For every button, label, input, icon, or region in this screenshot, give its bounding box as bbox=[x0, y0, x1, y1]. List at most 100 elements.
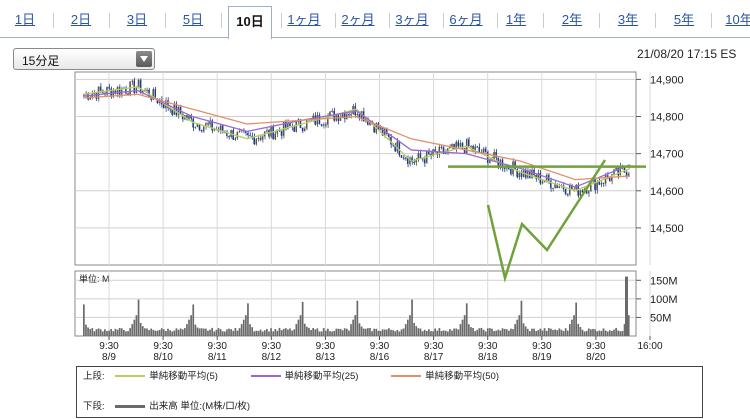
volume-bar bbox=[619, 331, 622, 336]
volume-bar bbox=[377, 330, 380, 336]
volume-bar bbox=[451, 330, 453, 336]
candle-body bbox=[131, 80, 133, 82]
volume-bar bbox=[219, 329, 222, 336]
volume-bar bbox=[221, 331, 224, 336]
volume-bar bbox=[529, 331, 531, 336]
volume-bar bbox=[200, 328, 203, 336]
candle-body bbox=[579, 190, 582, 196]
candle-body bbox=[236, 131, 239, 139]
chart-timestamp: 21/08/20 17:15 ES bbox=[637, 47, 737, 61]
volume-bar bbox=[495, 330, 498, 336]
candle-body bbox=[432, 149, 434, 156]
tab-11[interactable]: 3年 bbox=[617, 12, 639, 27]
volume-bar bbox=[611, 331, 613, 336]
volume-bar bbox=[156, 330, 159, 336]
candle-body bbox=[537, 173, 539, 179]
tab-9[interactable]: 1年 bbox=[505, 12, 527, 27]
candle-body bbox=[381, 127, 384, 136]
candle-body bbox=[449, 146, 451, 149]
tab-8[interactable]: 6ヶ月 bbox=[449, 12, 483, 27]
volume-bar bbox=[402, 328, 405, 336]
volume-bar bbox=[430, 331, 432, 336]
tab-4[interactable]: 10日 bbox=[228, 6, 272, 39]
candle-body bbox=[554, 183, 556, 188]
volume-bar bbox=[295, 324, 298, 336]
legend-lower-row: 下段: 出来高 単位:(M株/口/枚) bbox=[83, 400, 250, 414]
candle-body bbox=[409, 157, 411, 165]
volume-bar bbox=[535, 331, 538, 336]
volume-bar bbox=[465, 303, 468, 336]
candle-body bbox=[324, 124, 327, 126]
candle-body bbox=[453, 144, 455, 149]
interval-select[interactable]: 15分足 bbox=[13, 48, 155, 70]
volume-bar bbox=[266, 328, 268, 336]
candle-body bbox=[606, 175, 609, 179]
dropdown-arrow-icon[interactable] bbox=[136, 51, 152, 67]
volume-bar bbox=[272, 331, 275, 336]
volume-bar bbox=[510, 328, 512, 336]
tab-13[interactable]: 10年 bbox=[725, 12, 750, 27]
candle-body bbox=[213, 129, 215, 131]
volume-bar bbox=[181, 329, 184, 336]
volume-bar bbox=[379, 330, 382, 336]
candle-body bbox=[261, 136, 264, 140]
volume-bar bbox=[217, 328, 220, 336]
volume-bar bbox=[543, 328, 546, 336]
candle-body bbox=[303, 128, 306, 132]
tab-6[interactable]: 2ヶ月 bbox=[341, 12, 375, 27]
candle-body bbox=[301, 128, 304, 132]
candle-body bbox=[388, 133, 390, 138]
volume-bar bbox=[390, 329, 392, 336]
tab-1[interactable]: 2日 bbox=[70, 12, 92, 27]
x-tick-time: 9:30 bbox=[424, 341, 444, 352]
volume-bar bbox=[89, 329, 92, 336]
price-tick-label: 14,500 bbox=[650, 223, 684, 235]
volume-bar bbox=[240, 324, 243, 336]
volume-bar bbox=[91, 328, 94, 336]
tab-10[interactable]: 2年 bbox=[561, 12, 583, 27]
volume-bar bbox=[316, 328, 319, 336]
candle-body bbox=[272, 125, 274, 140]
volume-bar bbox=[428, 329, 430, 336]
volume-bar bbox=[280, 330, 283, 336]
tab-2[interactable]: 3日 bbox=[126, 12, 148, 27]
legend-upper-row: 上段: 単純移動平均(5) 単純移動平均(25) 単純移動平均(50) bbox=[83, 370, 499, 384]
candle-body bbox=[400, 155, 403, 158]
volume-bar bbox=[575, 302, 578, 336]
candle-body bbox=[600, 182, 603, 185]
tab-separator bbox=[281, 13, 282, 28]
tab-3[interactable]: 5日 bbox=[182, 12, 204, 27]
candle-body bbox=[455, 141, 457, 149]
volume-bar bbox=[242, 319, 245, 336]
price-tick-label: 14,800 bbox=[650, 112, 684, 124]
candle-body bbox=[581, 190, 584, 193]
tab-0[interactable]: 1日 bbox=[14, 12, 36, 27]
x-tick-time: 9:30 bbox=[370, 341, 390, 352]
candle-body bbox=[238, 130, 241, 132]
candle-body bbox=[137, 80, 140, 88]
volume-bar bbox=[234, 327, 237, 336]
candle-body bbox=[463, 148, 466, 154]
candle-body bbox=[510, 168, 512, 175]
candle-body bbox=[348, 114, 350, 116]
tab-5[interactable]: 1ヶ月 bbox=[287, 12, 321, 27]
volume-bar bbox=[415, 326, 418, 336]
volume-bar bbox=[177, 329, 180, 336]
volume-bar bbox=[196, 327, 199, 336]
candle-body bbox=[152, 89, 154, 100]
volume-bar bbox=[514, 324, 516, 336]
candle-body bbox=[468, 139, 470, 147]
tab-12[interactable]: 5年 bbox=[673, 12, 695, 27]
candle-body bbox=[470, 145, 472, 147]
candle-body bbox=[276, 129, 279, 134]
tab-separator bbox=[443, 13, 444, 28]
candle-body bbox=[392, 144, 394, 146]
x-tick-date: 8/17 bbox=[424, 352, 444, 363]
volume-bar bbox=[259, 329, 262, 336]
tab-7[interactable]: 3ヶ月 bbox=[395, 12, 429, 27]
volume-tick-label: 150M bbox=[650, 275, 678, 287]
candle-body bbox=[116, 87, 119, 94]
volume-bar bbox=[333, 330, 336, 336]
volume-bar bbox=[371, 331, 373, 336]
candle-body bbox=[529, 170, 531, 178]
